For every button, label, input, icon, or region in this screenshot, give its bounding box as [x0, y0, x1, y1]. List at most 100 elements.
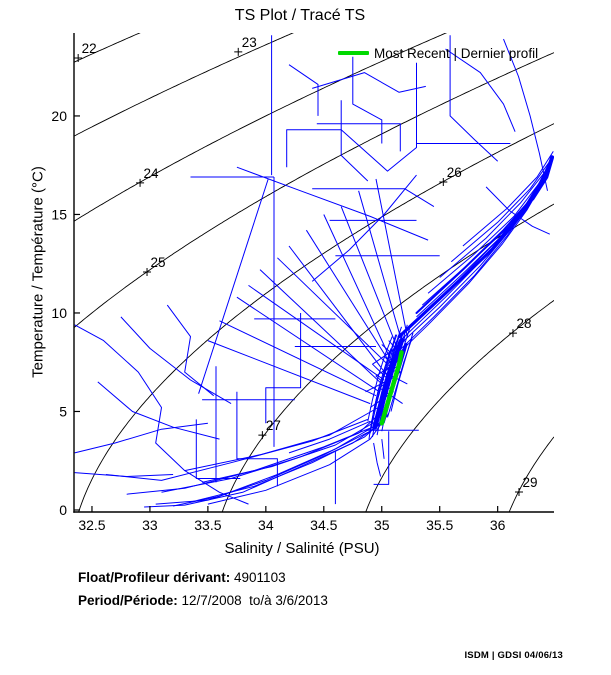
profile-line [340, 100, 369, 182]
y-tick-label: 5 [59, 403, 67, 419]
profile-line [248, 284, 385, 381]
isopycnal-label-25: 25 [151, 255, 166, 270]
profile-line [144, 422, 383, 508]
isopycnal-label-marker-26 [439, 177, 448, 186]
isopycnal-contour-28 [365, 300, 554, 512]
isopycnal-label-marker-29 [514, 488, 523, 497]
legend-line-sample [338, 51, 369, 55]
isopycnal-label-marker-25 [143, 267, 152, 276]
most-recent-profile-line [379, 350, 404, 426]
profile-line [288, 420, 371, 454]
profile-line [207, 340, 371, 405]
isopycnal-label-marker-27 [258, 431, 267, 440]
x-tick-label: 35.5 [426, 517, 453, 533]
profile-dense-band [415, 162, 552, 314]
isopycnal-contour-24 [74, 33, 448, 222]
period-value: 12/7/2008 to/à 3/6/2013 [177, 593, 328, 608]
isopycnal-contour-26 [78, 123, 554, 512]
profile-line [449, 35, 499, 162]
profile-line [201, 420, 377, 483]
period-label: Period/Période: [78, 593, 178, 608]
profile-line [236, 391, 278, 487]
x-tick-label: 34.5 [310, 517, 337, 533]
y-tick-label: 15 [51, 206, 67, 222]
isopycnal-label-24: 24 [144, 166, 160, 181]
profile-line [166, 304, 215, 397]
profile-line [421, 164, 551, 306]
profile-line [236, 296, 380, 393]
isopycnal-label-marker-22 [74, 54, 83, 63]
profile-line [198, 178, 269, 394]
profile-line [288, 64, 319, 116]
x-tick-label: 33.5 [194, 517, 221, 533]
x-tick-label: 33 [142, 517, 158, 533]
profile-line [305, 229, 394, 369]
profile-line [286, 62, 417, 172]
profile-line [288, 245, 388, 377]
isopycnal-label-marker-23 [234, 47, 243, 56]
profile-line [439, 172, 545, 278]
profile-line [316, 123, 401, 152]
isopycnal-label-marker-28 [508, 329, 517, 338]
profile-line [375, 178, 408, 337]
watermark: ISDM | GDSI 04/06/13 [464, 650, 563, 661]
isopycnal-contour-25 [74, 52, 554, 328]
isopycnal-contour-29 [508, 436, 554, 512]
float-id-value: 4901103 [230, 570, 286, 585]
profile-line [74, 324, 249, 505]
profile-line [195, 419, 241, 479]
x-tick-label: 35 [374, 517, 390, 533]
x-axis-label: Salinity / Salinité (PSU) [224, 540, 380, 557]
y-tick-label: 0 [59, 502, 67, 518]
profile-line [184, 407, 379, 472]
isopycnal-label-27: 27 [266, 418, 281, 433]
isopycnal-label-26: 26 [447, 165, 462, 180]
profile-line [219, 320, 377, 397]
profile-line [340, 206, 400, 353]
profile-line [312, 72, 426, 93]
page-title: TS Plot / Tracé TS [234, 7, 366, 24]
profile-line [105, 418, 368, 481]
profile-line [265, 313, 302, 424]
profile-line [236, 166, 429, 241]
isopycnal-contour-22 [74, 33, 141, 63]
profile-dense-band [372, 338, 404, 430]
legend-label: Most Recent | Dernier profil [374, 45, 539, 61]
profile-line [358, 190, 404, 345]
y-tick-label: 10 [51, 305, 67, 321]
isopycnal-label-29: 29 [522, 475, 537, 490]
profile-line [277, 257, 397, 373]
profile-line [381, 439, 385, 459]
float-id-line: Float/Profileur dérivant: 4901103 [78, 570, 286, 585]
x-tick-label: 32.5 [78, 517, 105, 533]
x-tick-label: 34 [258, 517, 274, 533]
profile-line [74, 422, 208, 454]
profile-line [503, 38, 548, 191]
profile-line [352, 56, 383, 144]
isopycnal-contour-23 [74, 33, 294, 137]
isopycnal-label-28: 28 [516, 316, 531, 331]
profile-line [485, 186, 551, 235]
y-tick-label: 20 [51, 108, 67, 124]
profile-line [373, 442, 382, 477]
x-tick-label: 36 [490, 517, 506, 533]
profile-line [365, 347, 396, 393]
legend: Most Recent | Dernier profil [338, 45, 539, 61]
profile-line [120, 316, 232, 405]
profile-line [312, 188, 435, 208]
period-line: Period/Période: 12/7/2008 to/à 3/6/2013 [78, 593, 328, 608]
isopycnal-label-22: 22 [82, 41, 97, 56]
profile-line [259, 269, 383, 385]
y-axis-label: Temperature / Température (°C) [29, 166, 47, 378]
profile-line [74, 472, 174, 477]
float-id-label: Float/Profileur dérivant: [78, 570, 231, 585]
profile-line [323, 214, 392, 361]
profile-line [450, 161, 551, 263]
isopycnal-label-marker-24 [136, 178, 145, 187]
profile-line [373, 431, 390, 485]
profile-dense-band [530, 155, 554, 201]
profile-line [445, 48, 516, 132]
isopycnal-label-23: 23 [242, 35, 257, 50]
